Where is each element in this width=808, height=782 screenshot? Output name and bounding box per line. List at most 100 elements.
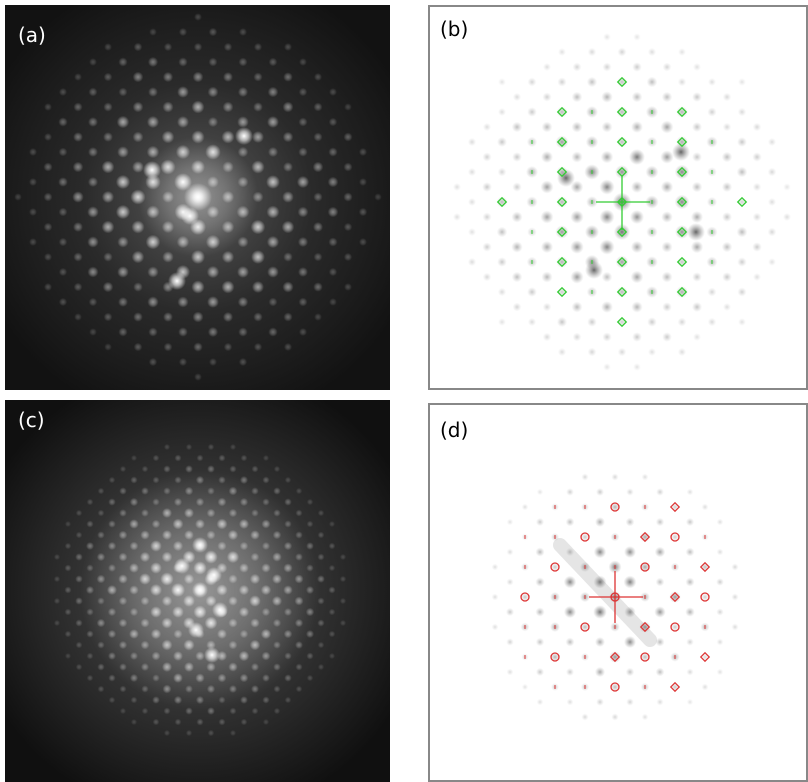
diffraction-spot: [299, 298, 308, 307]
diffraction-spot: [581, 713, 588, 720]
diffraction-spot: [129, 563, 139, 573]
diffraction-spot: [283, 585, 292, 594]
diffraction-spot: [753, 273, 761, 281]
diffraction-spot: [602, 272, 613, 283]
diffraction-spot: [314, 103, 323, 112]
diffraction-spot: [152, 652, 161, 661]
diffraction-spot: [224, 343, 232, 351]
diffraction-spot: [89, 58, 97, 66]
diffraction-spot: [118, 297, 128, 307]
diffraction-spot: [603, 33, 611, 41]
diffraction-spot: [44, 103, 52, 111]
diffraction-spot: [656, 518, 664, 526]
page-body: (a) (b) (c) (d) (() => { const data = JS…: [0, 0, 808, 782]
diffraction-spot: [306, 564, 313, 571]
diffraction-spot: [686, 548, 695, 557]
diffraction-spot: [537, 489, 543, 495]
diffraction-spot: [228, 530, 238, 540]
dark-spot: [687, 223, 705, 241]
diffraction-spot: [283, 312, 292, 321]
diffraction-spot: [285, 697, 291, 703]
diffraction-spot: [250, 574, 260, 584]
diffraction-spot: [29, 238, 37, 246]
diffraction-spot: [261, 519, 270, 528]
diffraction-spot: [284, 520, 291, 527]
diffraction-spot: [240, 674, 249, 683]
diffraction-spot: [162, 662, 172, 672]
diffraction-spot: [161, 617, 172, 628]
diffraction-spot: [184, 508, 194, 518]
diffraction-spot: [207, 296, 219, 308]
diffraction-spot: [564, 606, 576, 618]
diffraction-spot: [87, 675, 94, 682]
diffraction-spot: [73, 162, 84, 173]
diffraction-spot: [148, 57, 158, 67]
diffraction-spot: [151, 629, 161, 639]
diffraction-spot: [329, 88, 337, 96]
diffraction-spot: [284, 630, 293, 639]
diffraction-spot: [102, 221, 115, 234]
bright-spot: [192, 537, 208, 553]
diffraction-spot: [527, 107, 537, 117]
diffraction-spot: [738, 78, 746, 86]
diffraction-spot: [624, 546, 636, 558]
diffraction-spot: [717, 639, 724, 646]
diffraction-spot: [656, 668, 665, 677]
diffraction-spot: [660, 150, 673, 163]
diffraction-spot: [535, 577, 544, 586]
diffraction-spot: [642, 474, 649, 481]
diffraction-spot: [284, 542, 292, 550]
diffraction-spot: [262, 476, 269, 483]
diffraction-spot: [571, 151, 582, 162]
diffraction-spot: [344, 223, 352, 231]
diffraction-spot: [692, 302, 702, 312]
diffraction-spot: [163, 685, 172, 694]
diffraction-spot: [152, 498, 159, 505]
diffraction-spot: [218, 476, 226, 484]
diffraction-spot: [205, 144, 221, 160]
diffraction-spot: [76, 532, 83, 539]
diffraction-spot: [344, 283, 352, 291]
diffraction-spot: [64, 586, 71, 593]
diffraction-spot: [117, 266, 129, 278]
diffraction-spot: [130, 476, 137, 483]
panel-label: (a): [18, 23, 46, 47]
diffraction-spot: [716, 608, 723, 615]
diffraction-spot: [76, 510, 82, 516]
diffraction-spot: [284, 608, 292, 616]
diffraction-spot: [218, 696, 225, 703]
diffraction-spot: [483, 273, 492, 282]
diffraction-spot: [150, 540, 162, 552]
diffraction-spot: [207, 509, 216, 518]
diffraction-spot: [73, 132, 83, 142]
diffraction-spot: [753, 123, 762, 132]
diffraction-spot: [631, 241, 643, 253]
diffraction-spot: [595, 637, 605, 647]
diffraction-spot: [294, 596, 303, 605]
diffraction-spot: [250, 640, 261, 651]
diffraction-spot: [239, 585, 249, 595]
diffraction-spot: [701, 563, 710, 572]
diffraction-spot: [468, 198, 476, 206]
diffraction-spot: [222, 281, 235, 294]
diffraction-spot: [162, 552, 173, 563]
diffraction-spot: [237, 116, 249, 128]
diffraction-spot: [654, 606, 665, 617]
diffraction-spot: [102, 191, 114, 203]
diffraction-spot: [88, 117, 98, 127]
diffraction-spot: [119, 487, 126, 494]
diffraction-spot: [313, 162, 324, 173]
figure: (a) (b) (c) (d): [0, 0, 808, 782]
diffraction-spot: [359, 208, 367, 216]
diffraction-spot: [174, 696, 182, 704]
bright-spot: [174, 558, 190, 574]
diffraction-spot: [540, 180, 553, 193]
diffraction-spot: [541, 151, 553, 163]
diffraction-spot: [708, 78, 716, 86]
diffraction-spot: [44, 133, 52, 141]
diffraction-spot: [140, 552, 150, 562]
diffraction-spot: [108, 630, 116, 638]
diffraction-spot: [542, 92, 551, 101]
diffraction-spot: [119, 641, 127, 649]
diffraction-spot: [722, 212, 732, 222]
